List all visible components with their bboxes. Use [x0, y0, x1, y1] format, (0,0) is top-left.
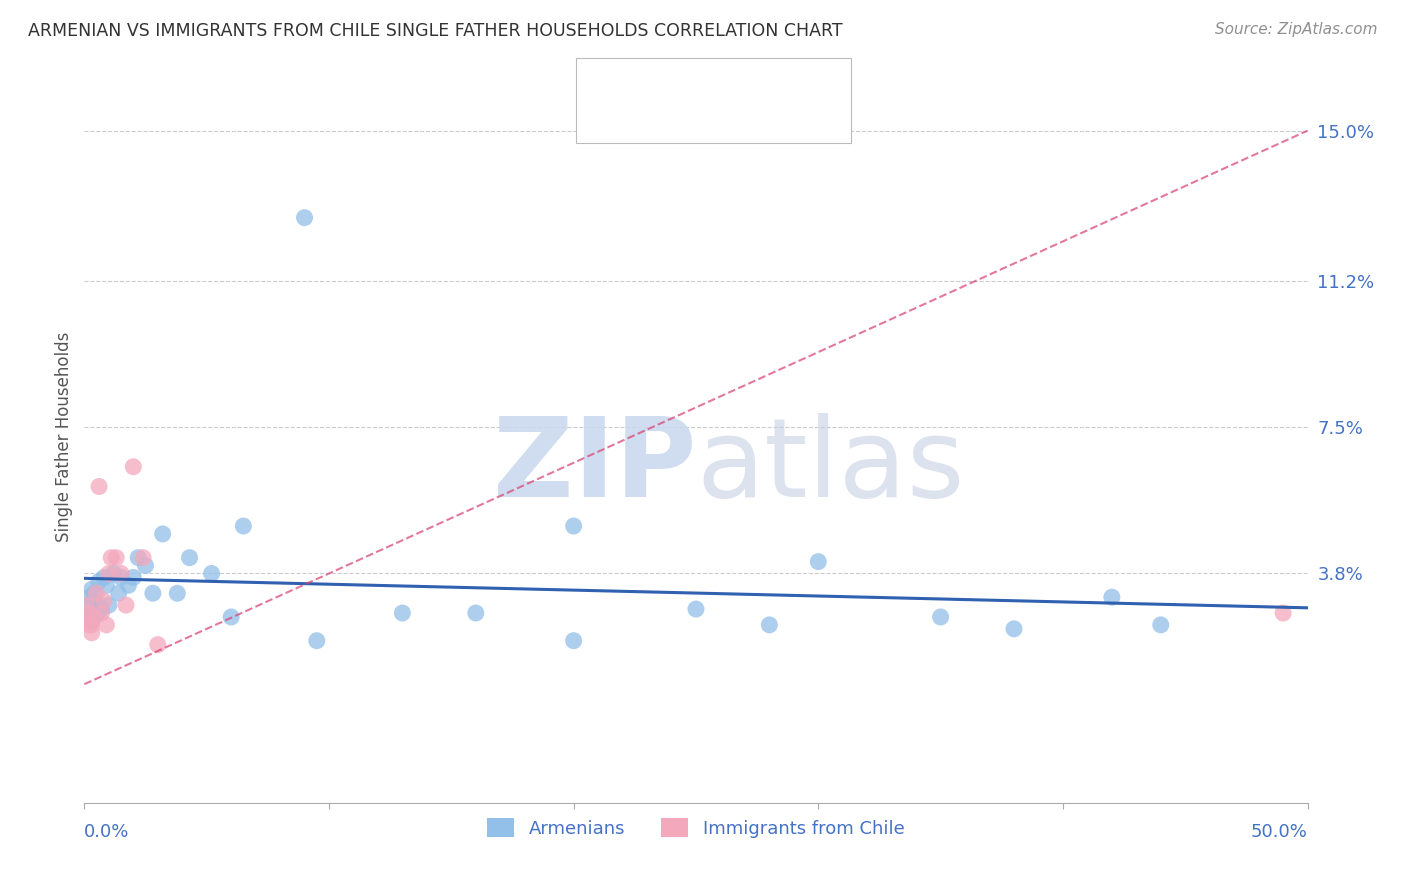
Point — [142, 586, 165, 600]
Point — [219, 610, 242, 624]
Point — [200, 566, 222, 581]
Point — [929, 610, 952, 624]
Point — [232, 519, 254, 533]
Point — [146, 638, 169, 652]
Point — [562, 519, 585, 533]
Point — [77, 591, 100, 605]
Point — [83, 594, 105, 608]
Point — [135, 558, 157, 573]
Point — [97, 598, 120, 612]
Point — [80, 614, 103, 628]
Point — [166, 586, 188, 600]
Point — [86, 586, 108, 600]
Point — [1002, 622, 1025, 636]
Point — [179, 550, 201, 565]
Point — [80, 625, 103, 640]
Text: ARMENIAN VS IMMIGRANTS FROM CHILE SINGLE FATHER HOUSEHOLDS CORRELATION CHART: ARMENIAN VS IMMIGRANTS FROM CHILE SINGLE… — [28, 22, 842, 40]
Point — [110, 570, 132, 584]
Point — [807, 555, 830, 569]
Text: ZIP: ZIP — [492, 413, 696, 520]
Point — [464, 606, 486, 620]
Text: R = -0.059   N =  41: R = -0.059 N = 41 — [626, 71, 835, 89]
Point — [1150, 618, 1173, 632]
Point — [110, 566, 132, 581]
Point — [122, 570, 145, 584]
Point — [107, 586, 129, 600]
Y-axis label: Single Father Households: Single Father Households — [55, 332, 73, 542]
Point — [90, 606, 112, 620]
Point — [103, 566, 125, 581]
Point — [391, 606, 413, 620]
Point — [100, 550, 122, 565]
Point — [562, 633, 585, 648]
Point — [76, 598, 98, 612]
Point — [77, 618, 100, 632]
Point — [127, 550, 149, 565]
Point — [115, 598, 138, 612]
Point — [86, 606, 108, 620]
Point — [117, 578, 139, 592]
Point — [90, 602, 112, 616]
Point — [758, 618, 780, 632]
Point — [96, 578, 118, 592]
Point — [86, 598, 108, 612]
Point — [685, 602, 707, 616]
Point — [152, 527, 174, 541]
Text: 0.0%: 0.0% — [84, 822, 129, 840]
Point — [132, 550, 155, 565]
Point — [87, 574, 110, 589]
Text: Source: ZipAtlas.com: Source: ZipAtlas.com — [1215, 22, 1378, 37]
Point — [77, 606, 100, 620]
Point — [105, 550, 128, 565]
Point — [305, 633, 328, 648]
Point — [1272, 606, 1295, 620]
Point — [294, 211, 316, 225]
Point — [93, 570, 115, 584]
Point — [76, 598, 98, 612]
Text: atlas: atlas — [696, 413, 965, 520]
Point — [77, 606, 100, 620]
Text: R =  0.401   N = 20: R = 0.401 N = 20 — [626, 112, 825, 129]
Point — [80, 582, 103, 597]
Point — [83, 610, 105, 624]
Point — [1101, 591, 1123, 605]
Point — [93, 594, 115, 608]
Point — [83, 586, 105, 600]
Point — [122, 459, 145, 474]
Text: 50.0%: 50.0% — [1251, 822, 1308, 840]
Point — [96, 618, 118, 632]
Point — [87, 479, 110, 493]
Point — [97, 566, 120, 581]
Point — [80, 618, 103, 632]
Legend: Armenians, Immigrants from Chile: Armenians, Immigrants from Chile — [479, 811, 912, 845]
